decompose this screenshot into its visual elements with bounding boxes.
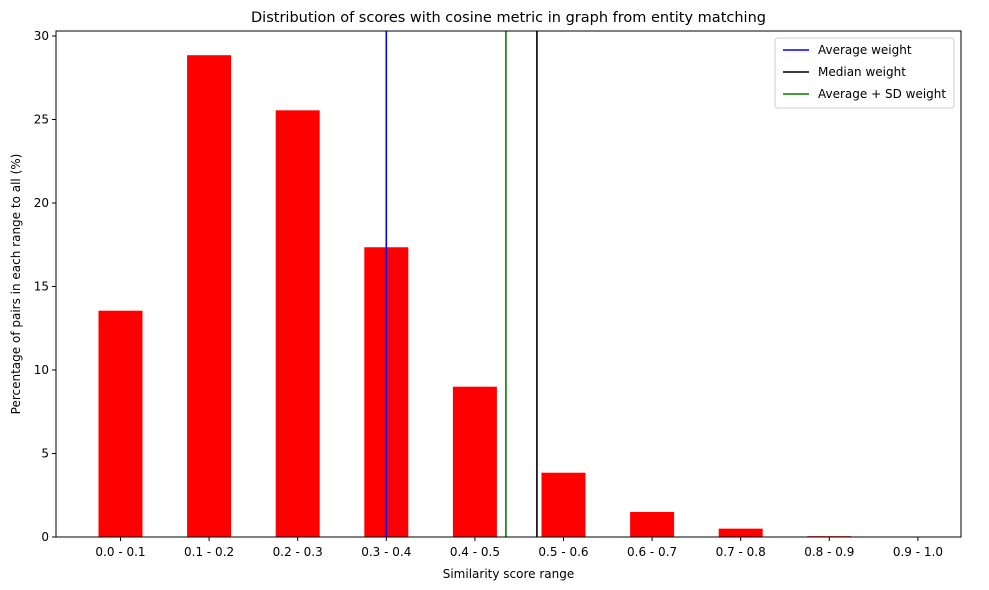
bar-0-7-0-8: [718, 528, 763, 537]
bar-0-0-0-1: [98, 310, 143, 537]
legend-label: Average + SD weight: [818, 87, 946, 101]
y-tick-label: 15: [34, 280, 49, 294]
x-axis-title: Similarity score range: [443, 567, 575, 581]
y-tick-label: 0: [41, 530, 49, 544]
y-tick-label: 30: [34, 29, 49, 43]
x-tick-label: 0.2 - 0.3: [273, 545, 323, 559]
x-tick-label: 0.1 - 0.2: [184, 545, 234, 559]
x-tick-label: 0.6 - 0.7: [627, 545, 677, 559]
bar-0-6-0-7: [630, 511, 675, 537]
reference-lines-group: [385, 31, 538, 537]
legend-label: Average weight: [818, 43, 912, 57]
plot-frame: [55, 30, 962, 538]
x-tick-label: 0.8 - 0.9: [804, 545, 854, 559]
y-tick-label: 25: [34, 113, 49, 127]
y-tick-label: 5: [41, 447, 49, 461]
bars-group: [98, 55, 852, 538]
legend-box: [774, 37, 955, 109]
bar-0-4-0-5: [452, 386, 497, 537]
y-axis-ticks: 0 5 10 15 20 25 30: [34, 29, 56, 544]
legend-label: Median weight: [818, 65, 906, 79]
x-tick-label: 0.9 - 1.0: [893, 545, 943, 559]
y-axis-title: Percentage of pairs in each range to all…: [9, 154, 23, 415]
bar-0-5-0-6: [541, 472, 586, 537]
y-tick-label: 20: [34, 196, 49, 210]
x-tick-label: 0.7 - 0.8: [716, 545, 766, 559]
legend: Average weight Median weight Average + SD …: [774, 37, 955, 109]
bar-0-1-0-2: [187, 55, 232, 538]
x-tick-label: 0.3 - 0.4: [361, 545, 411, 559]
x-axis-ticks: 0.0 - 0.1 0.1 - 0.2 0.2 - 0.3 0.3 - 0.4 0.4 …: [95, 537, 943, 559]
x-tick-label: 0.4 - 0.5: [450, 545, 500, 559]
bar-0-2-0-3: [275, 110, 320, 538]
x-tick-label: 0.0 - 0.1: [95, 545, 145, 559]
x-tick-label: 0.5 - 0.6: [538, 545, 588, 559]
y-tick-label: 10: [34, 363, 49, 377]
chart-title: Distribution of scores with cosine metri…: [251, 10, 766, 26]
